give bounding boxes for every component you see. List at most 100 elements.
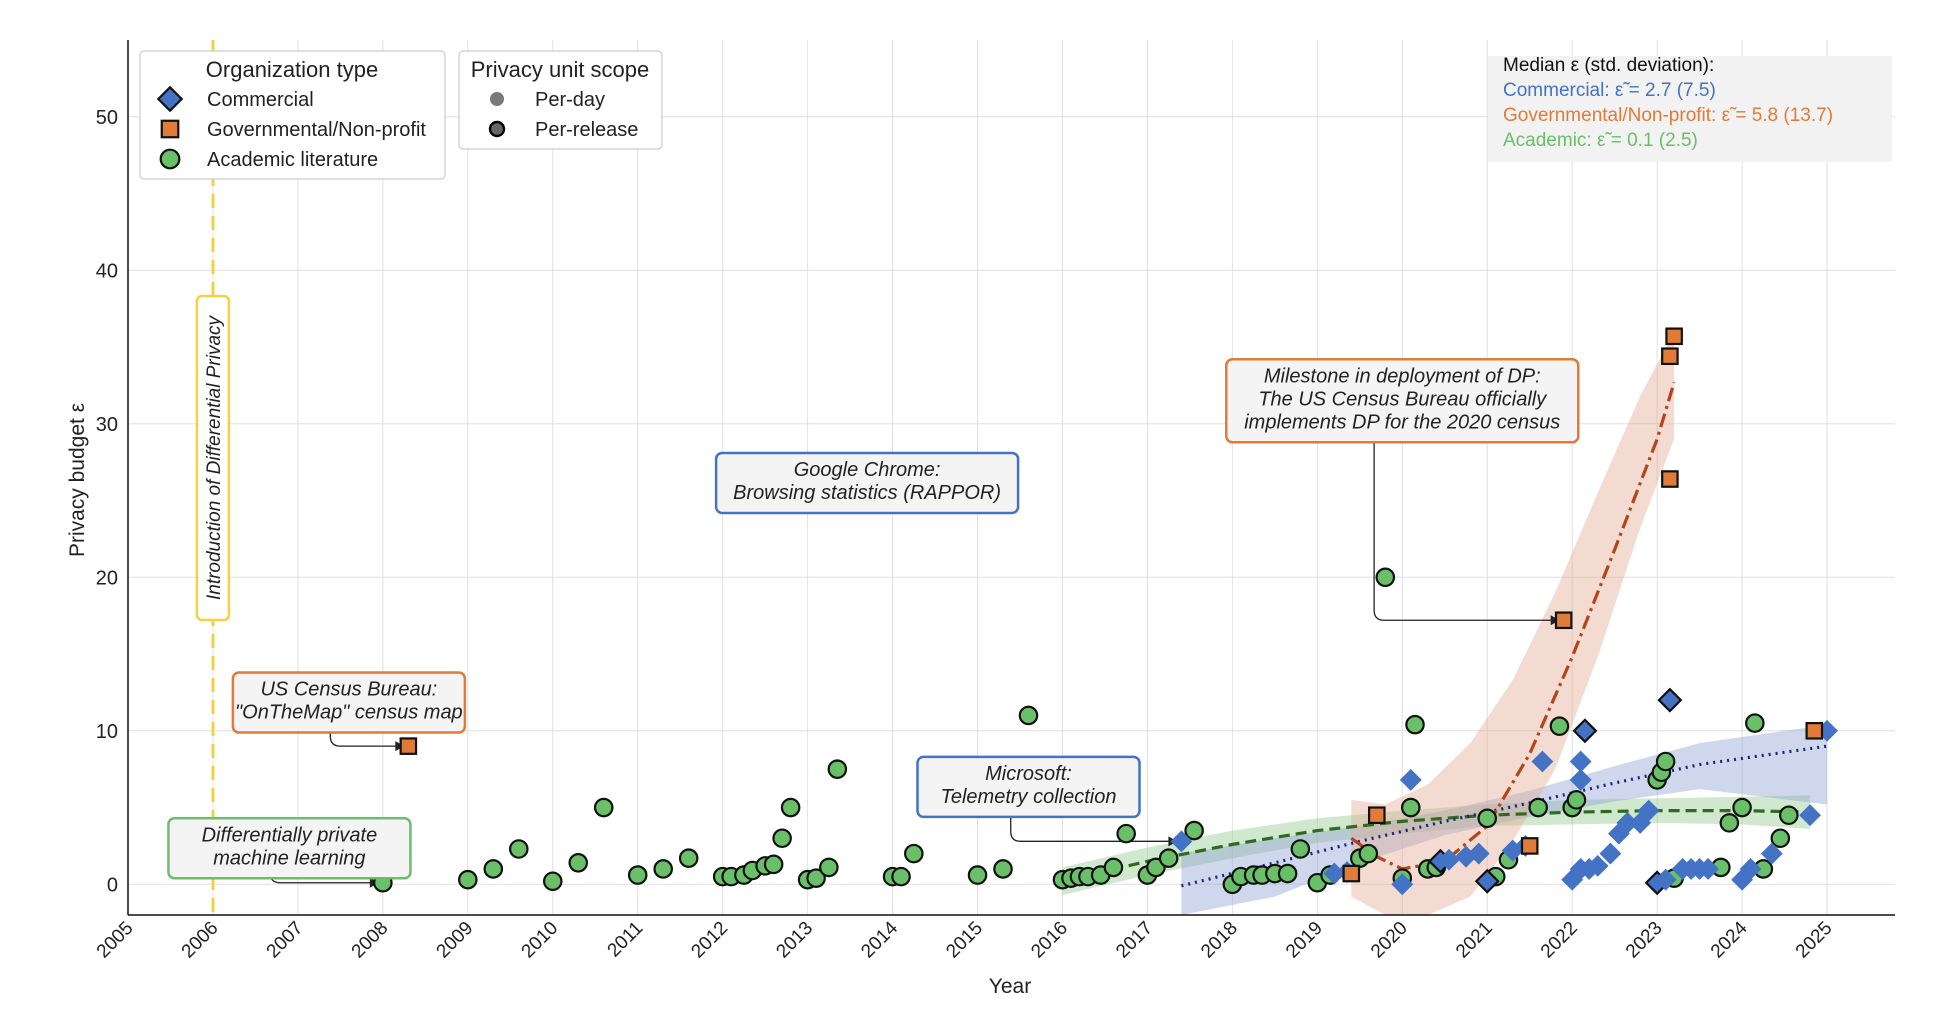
data-point	[1739, 858, 1762, 880]
legend-scope-box	[458, 50, 663, 150]
data-point	[1528, 797, 1548, 818]
x-tick-label: 2012	[687, 918, 732, 963]
annotation-text: Browsing statistics (RAPPOR)	[733, 482, 1001, 504]
data-point	[1816, 719, 1838, 742]
x-tick-label: 2007	[263, 918, 308, 963]
median-line: Academic: ε̃ = 0.1 (2.5)	[1503, 130, 1698, 151]
data-point	[1554, 611, 1573, 630]
data-point	[904, 843, 924, 864]
annotation-text: US Census Bureau:	[260, 678, 437, 700]
x-tick-label: 2006	[178, 918, 223, 963]
x-tick-label: 2024	[1707, 917, 1752, 962]
data-point	[1342, 864, 1361, 883]
x-tick-label: 2015	[942, 918, 987, 963]
data-point	[1657, 687, 1683, 713]
data-point	[1400, 797, 1421, 818]
y-tick-label: 0	[107, 874, 118, 896]
trend-line	[1350, 381, 1676, 871]
data-point	[1719, 813, 1740, 833]
annotation-text: "OnTheMap" census map	[235, 701, 463, 723]
data-point	[1375, 567, 1396, 588]
annotation-text: Microsoft:	[985, 763, 1072, 785]
data-point	[1569, 750, 1592, 773]
x-axis-label: Year	[989, 975, 1031, 998]
data-point	[1520, 837, 1539, 855]
x-tick-label: 2017	[1112, 918, 1157, 963]
data-point	[1358, 843, 1379, 864]
milestone-label: Introduction of Differential Privacy	[204, 314, 225, 600]
annotation-box	[231, 671, 467, 734]
median-line: Governmental/Non-profit: ε̃ = 5.8 (13.7)	[1503, 105, 1833, 126]
legends: Organization type Commercial Governmental/…	[139, 50, 1892, 180]
annotation-connector	[1010, 816, 1173, 842]
data-point	[653, 859, 673, 879]
data-point	[399, 737, 418, 755]
data-point	[1531, 750, 1554, 773]
data-point	[1665, 327, 1683, 346]
data-point	[1455, 845, 1477, 868]
x-tick-label: 2011	[604, 918, 648, 962]
legend-org-label: Commercial	[207, 89, 314, 111]
data-point	[1501, 839, 1524, 862]
legend-org-marker	[156, 85, 184, 113]
legend-scope-label: Per-release	[535, 119, 638, 141]
annotation-text: Google Chrome:	[794, 459, 941, 481]
data-point	[1586, 854, 1609, 877]
data-point	[483, 859, 504, 879]
data-point	[1799, 804, 1821, 827]
data-point	[1731, 868, 1754, 891]
data-point	[1391, 873, 1414, 896]
data-point	[1661, 347, 1679, 366]
data-point	[1323, 862, 1346, 885]
x-tick-label: 2005	[93, 918, 138, 963]
data-point	[1184, 820, 1204, 841]
legend-scope-title: Privacy unit scope	[471, 57, 650, 82]
x-tick-label: 2008	[348, 918, 393, 963]
annotation-connector	[1373, 442, 1555, 621]
y-axis-label: Privacy budget ε	[66, 403, 89, 557]
milestone-label-box	[195, 294, 231, 622]
data-point	[1805, 721, 1824, 740]
legend-scope-marker	[490, 92, 504, 106]
legend-scope-marker	[488, 120, 506, 138]
data-point	[1569, 768, 1592, 791]
annotation-box	[1225, 358, 1580, 444]
data-point	[1599, 842, 1622, 865]
legend-org-label: Governmental/Non-profit	[207, 119, 426, 141]
annotation-text: Telemetry collection	[940, 786, 1116, 808]
data-point	[542, 871, 563, 892]
data-point	[1549, 716, 1570, 736]
legend-scope-label: Per-day	[535, 89, 605, 111]
data-point	[593, 797, 614, 818]
data-point	[1367, 806, 1386, 825]
median-box	[1488, 56, 1892, 162]
x-tick-label: 2013	[772, 918, 817, 963]
data-point	[1467, 842, 1490, 865]
annotation-text: machine learning	[213, 847, 365, 869]
data-point	[780, 797, 801, 818]
legend-org-marker	[159, 148, 181, 170]
data-point	[1697, 858, 1720, 880]
grid	[127, 40, 1895, 915]
data-point	[1637, 799, 1660, 822]
data-point	[1661, 470, 1679, 488]
median-line: Commercial: ε̃ = 2.7 (7.5)	[1503, 80, 1716, 101]
data-point	[763, 854, 784, 875]
legend-org-marker	[160, 119, 180, 139]
y-tick-label: 50	[96, 107, 118, 129]
x-tick-label: 2021	[1452, 918, 1497, 963]
x-tick-label: 2016	[1027, 918, 1072, 963]
x-tick-label: 2025	[1792, 918, 1837, 963]
data-point	[1616, 811, 1639, 834]
data-points	[373, 327, 1838, 896]
y-tick-label: 20	[96, 567, 118, 589]
y-tick-label: 40	[96, 260, 118, 282]
data-point	[1474, 868, 1500, 894]
data-point	[806, 868, 826, 888]
annotation-box	[714, 451, 1020, 515]
data-point	[1438, 848, 1460, 871]
y-tick-label: 10	[96, 721, 118, 743]
x-tick-label: 2014	[857, 917, 902, 962]
data-point	[1018, 705, 1039, 726]
